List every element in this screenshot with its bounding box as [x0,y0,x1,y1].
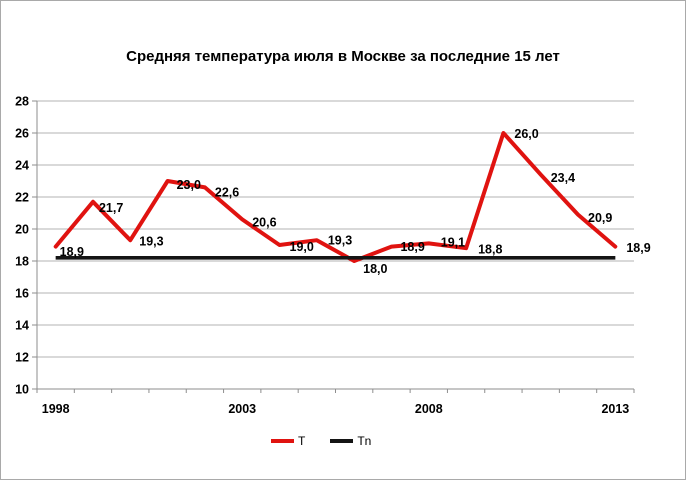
x-tick-label: 2013 [601,402,629,416]
y-tick-label: 22 [15,191,29,205]
series-T-line [53,131,618,263]
data-label: 19,3 [328,233,352,247]
y-tick-label: 12 [15,351,29,365]
x-tick-label: 2008 [415,402,443,416]
legend-line-swatch [271,439,294,443]
legend-label: T [298,434,306,448]
data-label: 23,0 [177,178,201,192]
y-tick-label: 24 [15,159,29,173]
y-tick-label: 20 [15,223,29,237]
legend-label: Tn [357,434,372,448]
y-tick-label: 16 [15,287,29,301]
y-tick-label: 28 [15,95,29,109]
data-label: 18,9 [60,245,84,259]
data-label: 19,3 [139,234,163,248]
data-label: 19,0 [290,240,314,254]
data-label: 20,9 [588,211,612,225]
data-label: 26,0 [514,127,538,141]
data-label: 18,9 [400,240,424,254]
chart-legend: T Tn [271,434,371,448]
chart-title: Средняя температура июля в Москве за пос… [126,48,560,65]
data-label: 19,1 [441,236,465,250]
data-label: 21,7 [99,201,123,215]
legend-item-Tn: Tn [330,434,371,448]
x-tick-label: 1998 [42,402,70,416]
data-label: 22,6 [215,186,239,200]
data-label: 18,9 [626,241,650,255]
data-label: 18,8 [478,242,502,256]
data-label: 20,6 [252,216,276,230]
x-tick-label: 2003 [228,402,256,416]
y-tick-label: 10 [15,383,29,397]
data-label: 23,4 [551,171,575,185]
y-tick-label: 18 [15,255,29,269]
y-tick-label: 14 [15,319,29,333]
legend-line-swatch [330,439,354,443]
legend-item-T: T [271,434,305,448]
y-tick-label: 26 [15,127,29,141]
data-label: 18,0 [363,262,387,276]
